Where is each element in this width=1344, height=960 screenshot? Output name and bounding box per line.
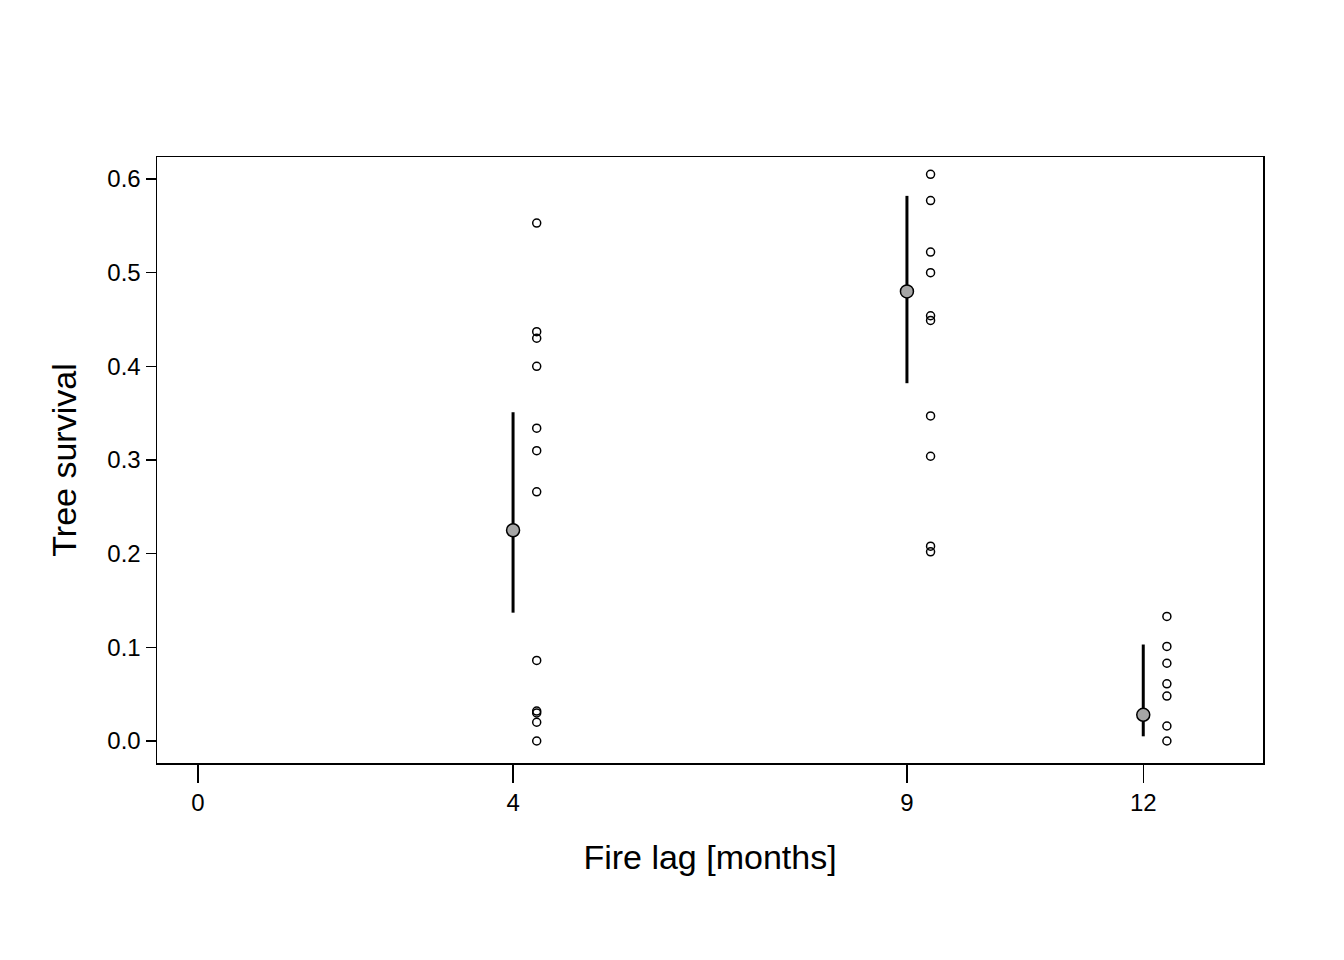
svg-text:0.1: 0.1 bbox=[107, 634, 140, 661]
svg-text:0.0: 0.0 bbox=[107, 727, 140, 754]
svg-text:0.4: 0.4 bbox=[107, 353, 140, 380]
svg-text:Tree survival: Tree survival bbox=[45, 363, 83, 556]
svg-text:0: 0 bbox=[191, 789, 204, 816]
svg-text:0.6: 0.6 bbox=[107, 165, 140, 192]
svg-text:Fire lag [months]: Fire lag [months] bbox=[583, 838, 836, 876]
svg-text:0.3: 0.3 bbox=[107, 446, 140, 473]
svg-text:4: 4 bbox=[506, 789, 519, 816]
svg-text:12: 12 bbox=[1130, 789, 1157, 816]
svg-text:0.5: 0.5 bbox=[107, 259, 140, 286]
svg-text:9: 9 bbox=[900, 789, 913, 816]
svg-text:0.2: 0.2 bbox=[107, 540, 140, 567]
